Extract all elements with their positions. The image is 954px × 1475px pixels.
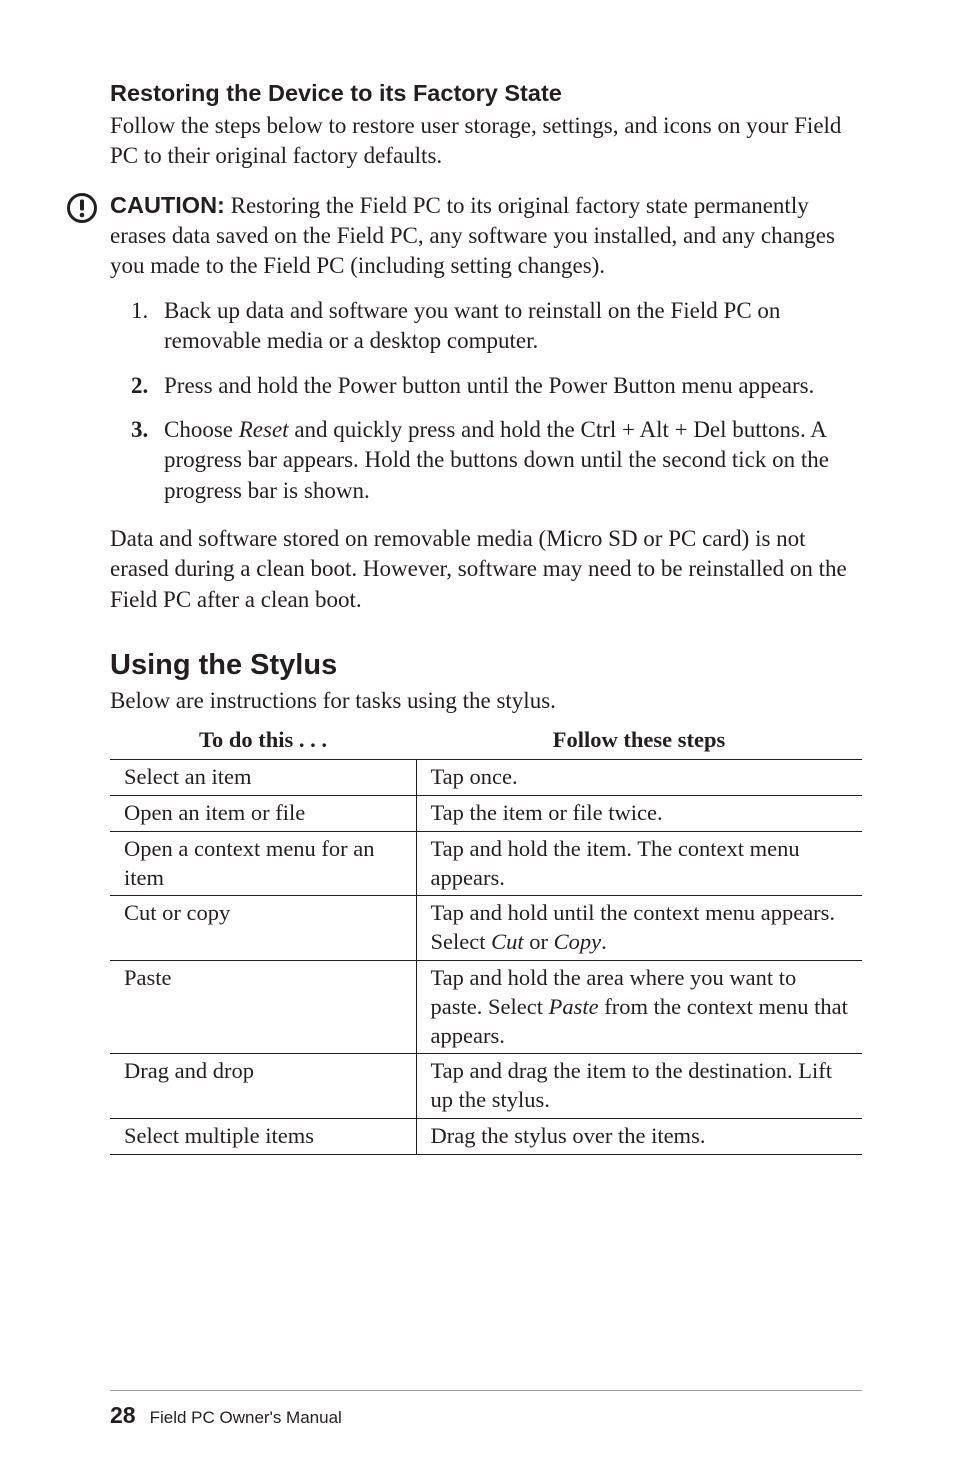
restoring-heading: Restoring the Device to its Factory Stat… (110, 80, 862, 107)
caution-label: CAUTION: (110, 192, 225, 218)
stylus-table: To do this . . . Follow these steps Sele… (110, 722, 862, 1154)
cell-right: Tap and drag the item to the destination… (416, 1054, 862, 1119)
step-1: Back up data and software you want to re… (154, 296, 862, 357)
cell-right: Drag the stylus over the items. (416, 1118, 862, 1154)
stylus-intro: Below are instructions for tasks using t… (110, 686, 862, 716)
cell-left: Select multiple items (110, 1118, 416, 1154)
cell-right: Tap once. (416, 760, 862, 796)
section-stylus: Using the Stylus Below are instructions … (110, 649, 862, 1155)
table-row: Drag and drop Tap and drag the item to t… (110, 1054, 862, 1119)
section-restoring: Restoring the Device to its Factory Stat… (110, 80, 862, 615)
cell-left: Paste (110, 960, 416, 1053)
cell-left: Open an item or file (110, 795, 416, 831)
table-row: Open a context menu for an item Tap and … (110, 831, 862, 896)
cell-right: Tap the item or file twice. (416, 795, 862, 831)
table-row: Cut or copy Tap and hold until the conte… (110, 896, 862, 961)
restoring-closing: Data and software stored on removable me… (110, 524, 862, 615)
restoring-steps: Back up data and software you want to re… (110, 296, 862, 506)
table-header-right: Follow these steps (416, 722, 862, 759)
stylus-heading: Using the Stylus (110, 649, 862, 682)
table-row: Select multiple items Drag the stylus ov… (110, 1118, 862, 1154)
cell-left: Open a context menu for an item (110, 831, 416, 896)
page-number: 28 (110, 1402, 136, 1428)
caution-paragraph: CAUTION: Restoring the Field PC to its o… (110, 190, 862, 282)
step-3: Choose Reset and quickly press and hold … (154, 415, 862, 506)
caution-block: CAUTION: Restoring the Field PC to its o… (66, 190, 862, 282)
table-row: Open an item or file Tap the item or fil… (110, 795, 862, 831)
cell-left: Cut or copy (110, 896, 416, 961)
footer: 28 Field PC Owner's Manual (110, 1402, 342, 1429)
table-row: Paste Tap and hold the area where you wa… (110, 960, 862, 1053)
restoring-intro: Follow the steps below to restore user s… (110, 111, 862, 172)
step-2: Press and hold the Power button until th… (154, 371, 862, 401)
cell-right: Tap and hold until the context menu appe… (416, 896, 862, 961)
table-row: Select an item Tap once. (110, 760, 862, 796)
cell-right: Tap and hold the area where you want to … (416, 960, 862, 1053)
cell-left: Drag and drop (110, 1054, 416, 1119)
footer-text: Field PC Owner's Manual (150, 1408, 342, 1427)
table-header-row: To do this . . . Follow these steps (110, 722, 862, 759)
cell-right: Tap and hold the item. The context menu … (416, 831, 862, 896)
footer-rule (110, 1390, 862, 1391)
page: Restoring the Device to its Factory Stat… (0, 0, 954, 1475)
cell-left: Select an item (110, 760, 416, 796)
table-header-left: To do this . . . (110, 722, 416, 759)
caution-icon (66, 192, 98, 229)
